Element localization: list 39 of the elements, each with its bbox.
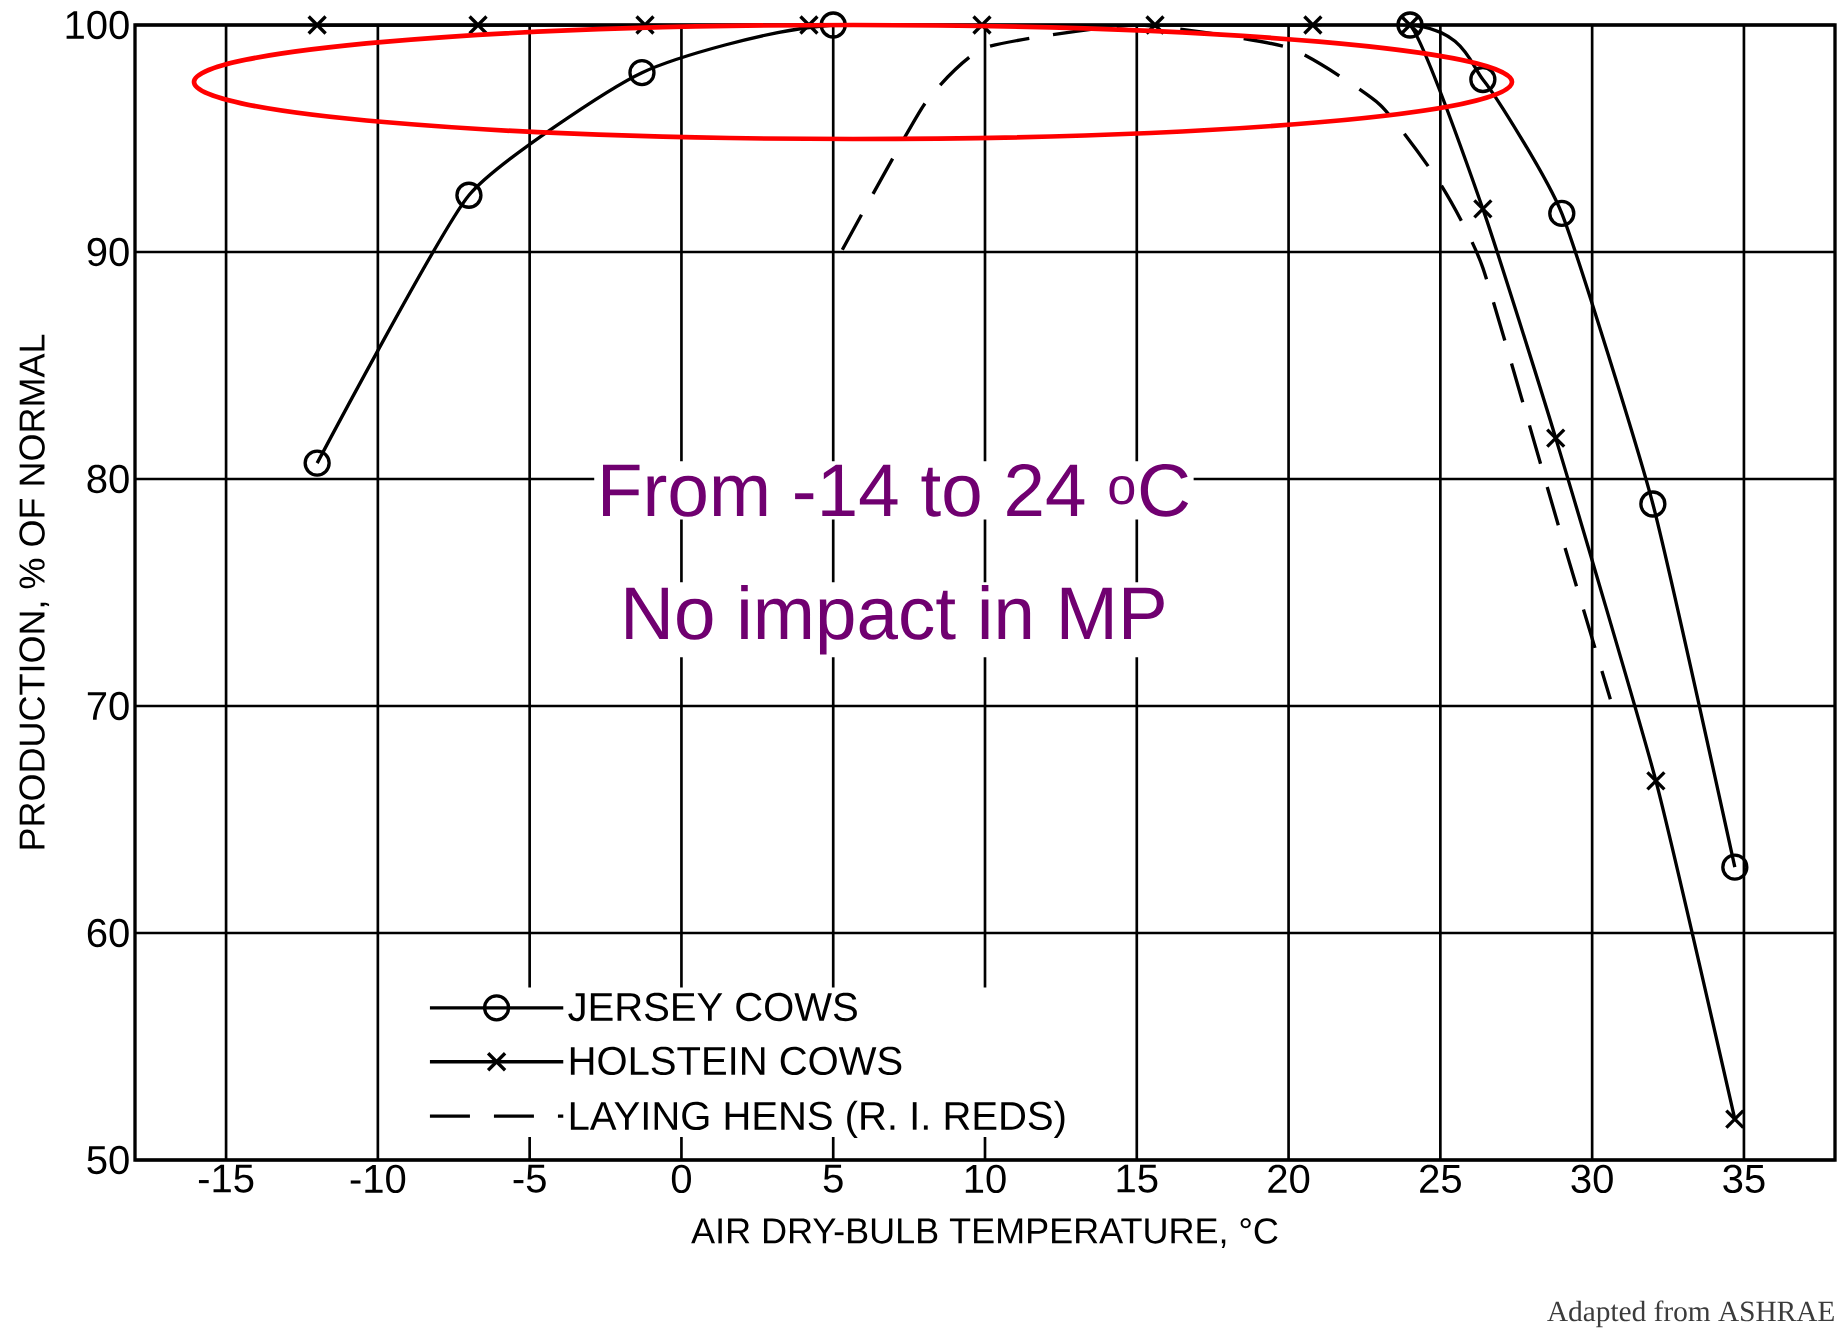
x-tick-label: 5 [823,1164,843,1193]
legend-label: LAYING HENS (R. I. REDS) [570,1100,1065,1138]
text: Adapted from ASHRAE [1547,1300,1834,1328]
x-tick-label: 25 [1420,1164,1461,1194]
y-tick-label: 80 [87,464,129,494]
x-tick-label: 35 [1723,1164,1765,1194]
x-tick-label: 20 [1268,1164,1310,1194]
legend-label: JERSEY COWS [568,992,857,1022]
point [455,181,483,209]
point [306,14,328,36]
x-tick-label: 10 [965,1164,1006,1194]
y-tick-label: 50 [87,1145,129,1175]
point [1639,490,1667,518]
point [1469,65,1497,94]
point [1645,770,1667,792]
y-tick-label: 90 [87,237,129,267]
annotation: From -14 to 24 $^{o}$C [603,463,1189,517]
point [1724,1108,1745,1130]
x-axis-title: AIR DRY-BULB TEMPERATURE, °C [691,1218,1278,1248]
x-tick-label: -15 [198,1164,254,1193]
point [628,58,656,87]
x-tick-label: -10 [350,1164,406,1194]
x-tick-label: 0 [671,1164,691,1194]
annotation: No impact in MP [626,584,1164,655]
legend-label: HOLSTEIN COWS [570,1046,902,1076]
point [467,14,489,36]
x-tick-label: 15 [1117,1164,1158,1193]
point [1545,427,1566,449]
point [1302,14,1324,36]
y-tick-label: 70 [87,691,129,721]
x-tick-label: -5 [513,1164,546,1193]
point [1721,853,1749,881]
x-tick-label: 30 [1571,1164,1613,1194]
y-tick-label: 60 [87,918,129,948]
y-tick-label: 100 [66,10,129,40]
y-axis-title: PRODUCTION, % OF NORMAL [19,334,50,849]
point [1548,199,1576,228]
point [303,449,331,477]
point [1472,198,1494,220]
